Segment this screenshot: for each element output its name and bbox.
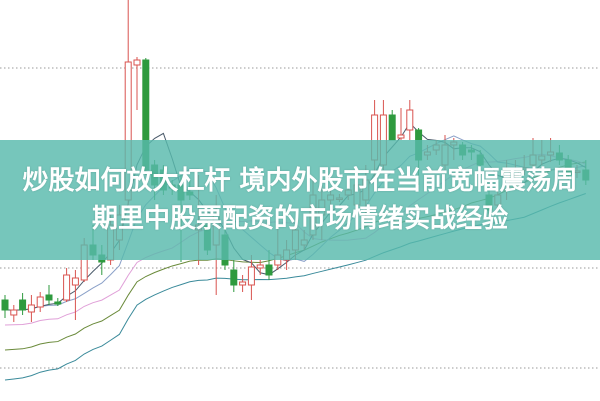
candle-up	[133, 59, 141, 66]
candle-up	[247, 266, 255, 286]
headline-line-1: 炒股如何放大杠杆 境内外股市在当前宽幅震荡周	[22, 166, 578, 196]
headline-line-2: 期里中股票配资的市场情绪实战经验	[91, 204, 508, 234]
candle-up	[36, 296, 44, 308]
candle-up	[239, 281, 247, 286]
candle-up	[10, 309, 18, 316]
candle-down	[54, 301, 62, 305]
candle-down	[265, 264, 273, 276]
candle-down	[45, 294, 53, 301]
candle-up	[27, 304, 35, 313]
candle-up	[256, 264, 264, 269]
candle-down	[19, 299, 27, 311]
candle-up	[71, 277, 79, 286]
candle-down	[1, 299, 9, 311]
candle-down	[230, 269, 238, 286]
headline-banner: 炒股如何放大杠杆 境内外股市在当前宽幅震荡周 期里中股票配资的市场情绪实战经验	[0, 140, 600, 260]
candle-up	[397, 134, 405, 139]
candle-up	[406, 109, 414, 131]
candle-down	[388, 114, 396, 141]
candle-up	[63, 274, 71, 301]
